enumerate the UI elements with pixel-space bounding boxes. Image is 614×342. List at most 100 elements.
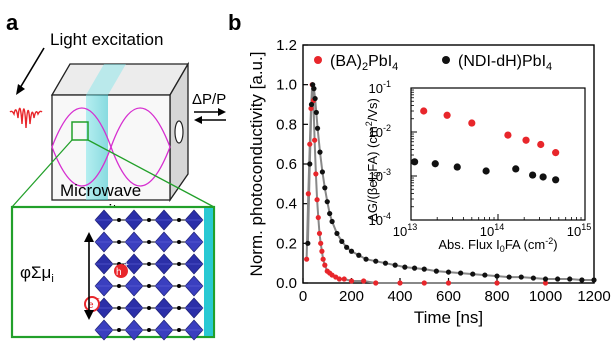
inset-point-ba bbox=[420, 107, 428, 115]
data-point-ndi bbox=[482, 272, 488, 278]
data-point-ndi bbox=[356, 252, 362, 258]
linker-atom bbox=[117, 284, 121, 288]
inset-point-ndi bbox=[431, 160, 439, 168]
data-point-ba bbox=[421, 280, 427, 286]
panel-a-letter: a bbox=[6, 10, 19, 35]
main-x-axis-label: Time [ns] bbox=[414, 308, 483, 327]
data-point-ba bbox=[361, 278, 367, 284]
inset-point-ndi bbox=[512, 165, 520, 173]
linker-atom bbox=[117, 218, 121, 222]
data-point-ndi bbox=[327, 210, 333, 217]
data-point-ba bbox=[313, 171, 319, 177]
data-point-ba bbox=[319, 248, 325, 254]
data-point-ndi bbox=[433, 268, 439, 274]
data-point-ndi bbox=[319, 169, 325, 175]
data-point-ba bbox=[307, 141, 313, 147]
legend-label-ndi: (NDI-dH)PbI4 bbox=[458, 53, 552, 73]
y-tick-label: 0.8 bbox=[276, 116, 297, 133]
x-tick-label: 200 bbox=[339, 288, 364, 305]
linker-atom bbox=[117, 240, 121, 244]
main-y-ticks: 0.0 0.2 0.4 0.6 0.8 1.0 1.2 bbox=[276, 37, 308, 292]
data-point-ndi bbox=[445, 269, 452, 275]
inset-point-ba bbox=[443, 111, 451, 119]
data-point-ndi bbox=[506, 274, 512, 280]
data-point-ndi bbox=[373, 258, 379, 264]
inset-y-tick-label: 10-2 bbox=[369, 123, 391, 140]
cavity-window bbox=[174, 120, 184, 144]
light-pulse-icon bbox=[9, 107, 43, 129]
inset-x-axis-label: Abs. Flux I0FA (cm-2) bbox=[438, 236, 557, 254]
data-point-ndi bbox=[339, 238, 345, 244]
data-point-ba bbox=[304, 256, 310, 262]
zoom-line-right bbox=[87, 139, 215, 208]
x-tick-label: 1200 bbox=[577, 288, 610, 305]
data-point-ba bbox=[308, 105, 314, 112]
data-point-ba bbox=[318, 240, 324, 246]
data-point-ndi bbox=[329, 218, 335, 225]
inset-ticks: 1013 1014 1015 10-1 10-2 10-3 10-4 bbox=[369, 79, 592, 239]
data-point-ba bbox=[341, 276, 347, 282]
data-point-ndi bbox=[591, 277, 597, 283]
zoom-selection bbox=[71, 121, 89, 141]
data-point-ndi bbox=[312, 95, 318, 102]
inset-x-tick-label: 1015 bbox=[567, 222, 591, 239]
linker-atom bbox=[177, 284, 181, 288]
hole-label: h bbox=[116, 267, 122, 278]
data-point-ba bbox=[320, 256, 326, 262]
substrate-strip bbox=[204, 208, 213, 336]
data-point-ndi bbox=[411, 265, 418, 271]
inset-x-tick-label: 1013 bbox=[393, 222, 417, 239]
data-point-ndi bbox=[530, 275, 536, 281]
data-point-ba bbox=[314, 197, 320, 203]
inset-point-ndi bbox=[482, 167, 490, 175]
linker-atom bbox=[117, 328, 121, 332]
zoom-line-left bbox=[11, 139, 73, 208]
linker-atom bbox=[147, 284, 151, 288]
linker-atom bbox=[177, 240, 181, 244]
y-tick-label: 0.2 bbox=[276, 235, 297, 252]
data-point-ba bbox=[445, 280, 452, 286]
data-point-ndi bbox=[334, 230, 340, 237]
data-point-ndi bbox=[518, 274, 524, 280]
data-point-ndi bbox=[382, 260, 389, 266]
data-point-ndi bbox=[458, 270, 464, 276]
panel-a: a Light excitation ΔP/P bbox=[6, 10, 226, 341]
electron-label: e bbox=[88, 300, 94, 311]
data-point-ba bbox=[397, 280, 403, 286]
linker-atom bbox=[147, 306, 151, 310]
x-tick-label: 0 bbox=[299, 288, 307, 305]
inset-point-ndi bbox=[453, 163, 461, 171]
linker-atom bbox=[147, 240, 151, 244]
data-point-ndi bbox=[494, 273, 500, 279]
probe-arrows bbox=[194, 108, 226, 124]
inset-y-tick-label: 10-4 bbox=[369, 211, 391, 228]
inset-point-ba bbox=[537, 140, 545, 149]
y-tick-label: 1.2 bbox=[276, 37, 297, 54]
inset-y-tick-label: 10-3 bbox=[369, 167, 391, 184]
data-point-ndi bbox=[542, 276, 549, 282]
fit-curve-ndi bbox=[306, 84, 594, 281]
x-tick-label: 400 bbox=[387, 288, 412, 305]
data-point-ndi bbox=[470, 271, 476, 277]
data-point-ndi bbox=[344, 244, 350, 250]
data-point-ndi bbox=[310, 82, 316, 88]
inset-point-ba bbox=[504, 131, 512, 139]
linker-atom bbox=[177, 328, 181, 332]
linker-atom bbox=[177, 306, 181, 310]
inset-y-tick-label: 10-1 bbox=[369, 79, 391, 96]
data-point-ba bbox=[312, 137, 318, 143]
linker-atom bbox=[147, 328, 151, 332]
y-tick-label: 0.6 bbox=[276, 156, 297, 173]
inset-point-ndi bbox=[539, 173, 547, 181]
legend-marker-ndi bbox=[442, 56, 450, 64]
sample-slab bbox=[86, 95, 108, 200]
data-point-ndi bbox=[308, 101, 315, 108]
probe-label: ΔP/P bbox=[192, 91, 226, 108]
inset-point-ndi bbox=[552, 176, 560, 184]
inset-point-ba bbox=[468, 119, 476, 127]
data-point-ndi bbox=[305, 240, 311, 246]
linker-atom bbox=[117, 306, 121, 310]
data-point-ba bbox=[305, 191, 311, 197]
data-point-ba bbox=[336, 276, 342, 282]
